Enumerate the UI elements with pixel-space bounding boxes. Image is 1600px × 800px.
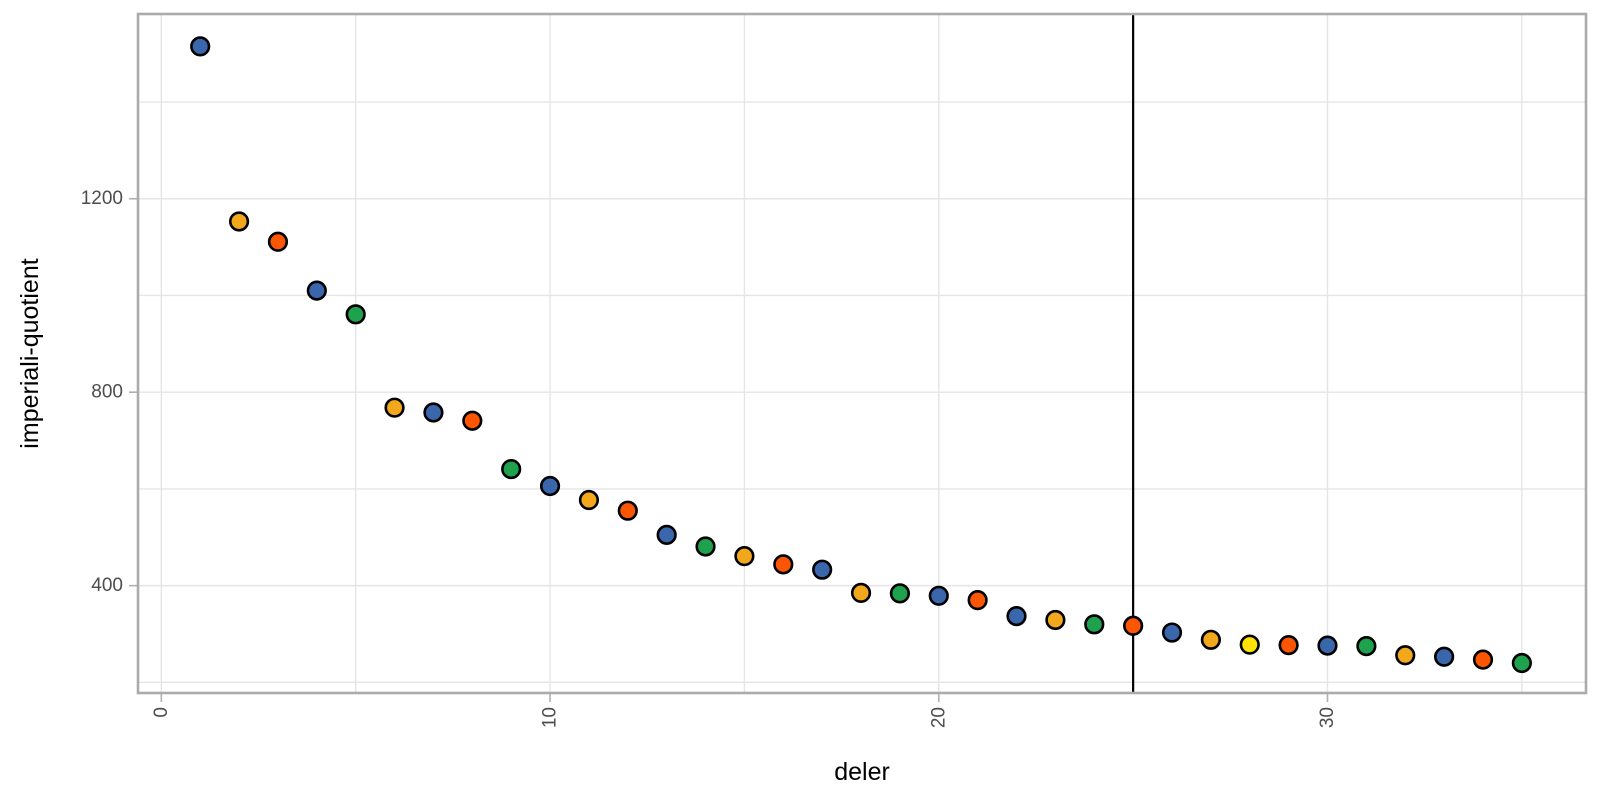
data-point xyxy=(617,500,638,521)
data-point xyxy=(462,410,483,431)
data-point xyxy=(734,546,755,567)
data-point xyxy=(1200,629,1221,650)
data-point xyxy=(1395,645,1416,666)
data-point xyxy=(1123,615,1144,636)
x-tick-label: 30 xyxy=(1317,707,1338,728)
panel-border xyxy=(136,12,1588,695)
data-point xyxy=(539,475,561,497)
data-point xyxy=(190,36,211,57)
data-point xyxy=(1278,635,1299,656)
y-tick-labels: 400 800 1200 xyxy=(81,188,123,596)
data-point xyxy=(267,231,289,252)
data-point xyxy=(501,458,522,480)
data-points xyxy=(190,36,1532,674)
data-point xyxy=(1434,646,1455,667)
data-point xyxy=(306,280,327,301)
data-point xyxy=(1239,634,1260,655)
data-point xyxy=(812,559,833,580)
data-point xyxy=(1161,622,1183,643)
x-tick-label: 20 xyxy=(928,707,949,728)
data-point xyxy=(889,583,911,604)
data-point xyxy=(695,536,716,557)
data-point xyxy=(1317,635,1338,656)
data-point xyxy=(1006,606,1027,627)
x-axis-title: deler xyxy=(834,758,890,786)
y-tick-label: 400 xyxy=(91,575,123,596)
y-tick-label: 1200 xyxy=(81,188,123,209)
axis-tick-marks xyxy=(129,197,1329,702)
data-point xyxy=(384,397,405,418)
x-tick-labels: 0 10 20 30 xyxy=(151,707,1338,728)
data-point xyxy=(773,554,794,575)
data-point xyxy=(928,585,949,606)
data-point xyxy=(1472,649,1494,670)
x-tick-label: 10 xyxy=(540,707,561,728)
data-point xyxy=(1045,609,1066,631)
y-tick-label: 800 xyxy=(91,382,123,403)
data-point xyxy=(656,524,677,545)
data-point xyxy=(1356,635,1377,657)
data-point xyxy=(850,582,872,603)
data-point xyxy=(578,489,600,511)
plot-panel xyxy=(138,14,1586,693)
data-point xyxy=(1511,652,1532,674)
x-tick-label: 0 xyxy=(151,707,172,718)
data-point xyxy=(1084,614,1105,635)
data-point xyxy=(228,211,250,232)
data-point xyxy=(967,590,988,611)
y-axis-title: imperiali-quotient xyxy=(16,258,44,448)
data-point xyxy=(345,304,366,325)
data-point xyxy=(423,402,444,423)
